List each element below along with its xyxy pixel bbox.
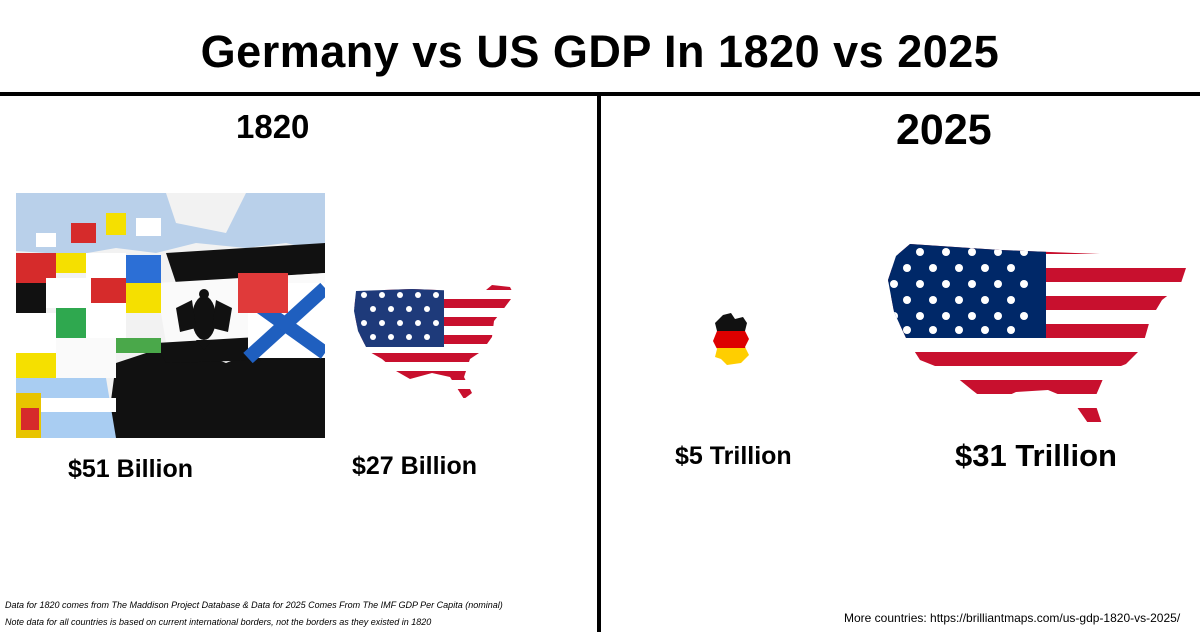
year-label-2025: 2025 xyxy=(896,106,992,154)
germany-1820-gdp-value: $51 Billion xyxy=(68,455,194,483)
page-title: Germany vs US GDP In 1820 vs 2025 xyxy=(200,26,1000,77)
germany-1820-map-image xyxy=(16,193,325,438)
us-2025-flag-map-image xyxy=(888,244,1186,426)
germany-2025-flag-map-image xyxy=(713,313,749,365)
us-1820-gdp-value: $27 Billion xyxy=(352,452,478,480)
footnote-borders: Note data for all countries is based on … xyxy=(5,617,432,627)
us-1820-flag-map-image xyxy=(354,285,514,399)
year-label-1820: 1820 xyxy=(236,108,310,145)
footnote-data-source: Data for 1820 comes from The Maddison Pr… xyxy=(5,600,503,610)
us-2025-gdp-value: $31 Trillion xyxy=(955,438,1117,473)
more-countries-link[interactable]: More countries: https://brilliantmaps.co… xyxy=(844,611,1181,625)
germany-2025-gdp-value: $5 Trillion xyxy=(675,442,792,470)
vertical-divider xyxy=(597,92,601,632)
